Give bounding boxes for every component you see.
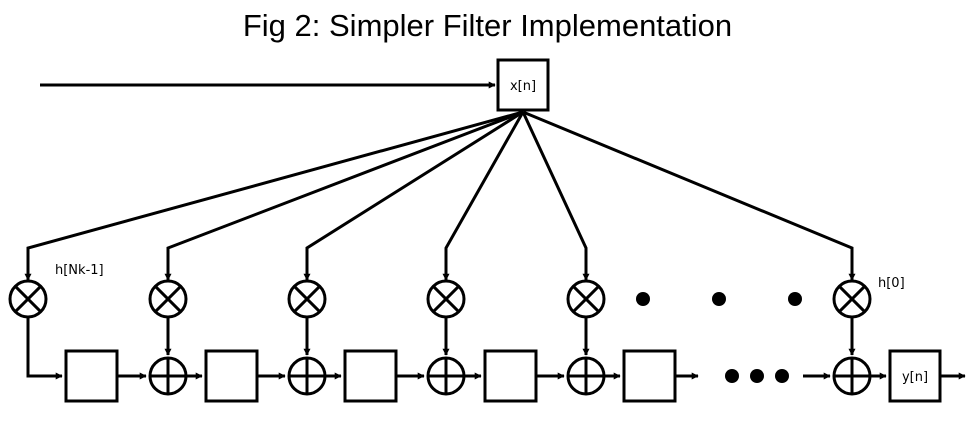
delay-box [64, 349, 119, 403]
figure-title: Fig 2: Simpler Filter Implementation [242, 8, 733, 43]
delay-box [343, 349, 398, 403]
fanout-line [164, 110, 524, 281]
delay-box [622, 349, 677, 403]
output-label: y[n] [902, 370, 928, 385]
ellipsis-dots-upper [636, 292, 802, 306]
fanout-line [522, 110, 856, 281]
delay-box [483, 349, 538, 403]
adder [287, 356, 327, 396]
adder [426, 356, 466, 396]
delay-box [204, 349, 259, 403]
multiplier [566, 279, 606, 319]
fanout-line [442, 111, 525, 281]
multiplier [426, 279, 466, 319]
input-box [496, 58, 550, 112]
multiplier [832, 279, 872, 319]
signal-line [26, 317, 63, 380]
coeff-last-label: h[0] [878, 276, 905, 291]
multiplier [148, 279, 188, 319]
input-label: x[n] [510, 79, 536, 94]
adder [148, 356, 188, 396]
fanout-line [24, 110, 524, 281]
fanout-line [303, 110, 524, 281]
multiplier [287, 279, 327, 319]
fanout-line [521, 111, 590, 281]
coeff-first-label: h[Nk-1] [55, 263, 104, 278]
adder [566, 356, 606, 396]
adder [832, 356, 872, 396]
ellipsis-dots-lower [725, 369, 789, 383]
multiplier [8, 279, 48, 319]
